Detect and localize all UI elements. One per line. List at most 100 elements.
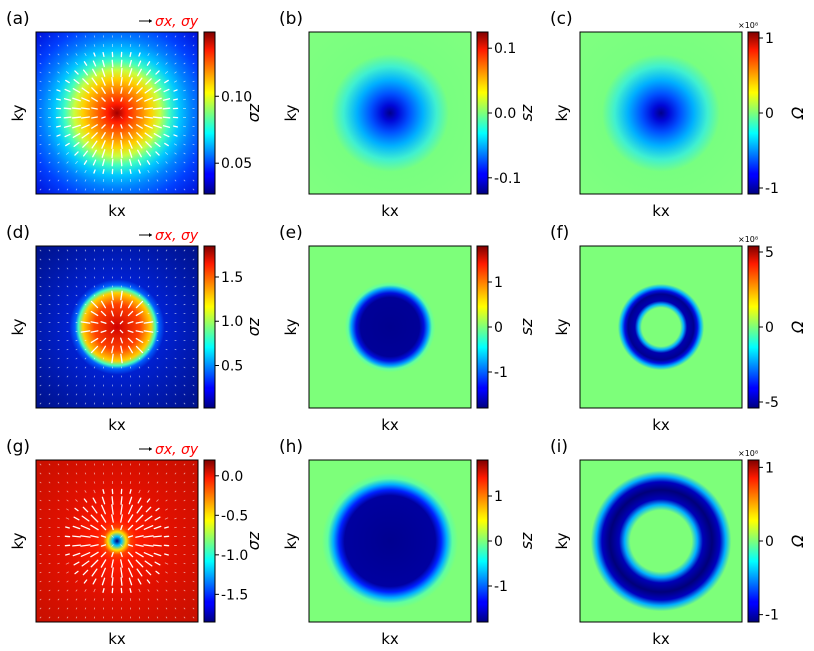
spin-arrow	[57, 258, 60, 261]
spin-arrow	[174, 499, 177, 502]
spin-arrow	[135, 310, 144, 317]
spin-arrow	[138, 169, 141, 174]
spin-arrow	[93, 169, 96, 174]
spin-arrow	[129, 169, 132, 174]
spin-arrow	[101, 97, 106, 102]
spin-arrow	[71, 116, 82, 119]
spin-arrow	[164, 553, 169, 556]
spin-arrow	[156, 170, 159, 173]
spin-arrow	[80, 330, 91, 333]
panel-label-h: (h)	[279, 437, 303, 457]
spin-arrow	[174, 53, 177, 56]
spin-arrow	[111, 116, 114, 119]
spin-arrow	[174, 589, 177, 592]
spin-arrow	[174, 258, 177, 261]
spin-arrow	[144, 560, 153, 567]
spin-arrow	[165, 53, 168, 56]
spin-arrow	[48, 170, 51, 173]
spin-arrow	[56, 125, 61, 128]
spin-arrow	[145, 69, 152, 76]
spin-arrow	[111, 300, 114, 309]
spin-arrow	[75, 384, 78, 387]
spin-arrow	[93, 598, 96, 601]
colorbar-label-d: σz	[244, 317, 263, 336]
spin-arrow	[39, 481, 42, 484]
spin-arrow	[72, 97, 81, 102]
spin-arrow	[75, 481, 78, 484]
spin-arrow	[120, 124, 123, 129]
colorbar-g	[203, 459, 216, 623]
spin-arrow	[120, 524, 123, 531]
spin-arrow	[165, 607, 168, 610]
spin-arrow	[165, 375, 168, 378]
spin-arrow	[93, 366, 96, 369]
spin-vectors-d	[39, 249, 195, 405]
colorbar-tick-label-f: 0	[765, 320, 774, 336]
colorbar-tick-label-e: 1	[494, 275, 503, 291]
spin-arrow	[183, 402, 186, 405]
spin-arrow	[39, 267, 42, 270]
spin-arrow	[75, 179, 78, 182]
spin-arrow	[143, 525, 154, 530]
spin-arrow	[174, 402, 177, 405]
spin-arrow	[48, 143, 51, 146]
spin-arrow	[183, 384, 186, 387]
spin-arrow	[165, 508, 168, 511]
spin-arrow	[48, 44, 51, 47]
spin-arrow	[164, 562, 169, 565]
spin-arrow	[165, 249, 168, 252]
spin-arrow	[66, 598, 69, 601]
spin-arrow	[66, 285, 69, 288]
spin-arrow	[144, 116, 153, 119]
panel-d: σx, σy (d) kx ky 1.5 1.0 0.5 σz	[6, 223, 263, 434]
spin-arrow	[72, 124, 81, 129]
spin-arrow	[100, 514, 107, 523]
spin-arrow	[147, 52, 150, 57]
spin-arrow	[128, 496, 133, 505]
spin-arrow	[174, 580, 177, 583]
spin-arrow	[111, 559, 114, 568]
spin-arrow	[155, 70, 160, 75]
colorbar-tick-label-b: 0.1	[494, 41, 516, 57]
spin-arrow	[155, 570, 160, 575]
colorbar-scale-c: ×10⁸	[738, 21, 758, 30]
colorbar-tick-label-d: 1.0	[221, 314, 243, 330]
spin-arrow	[127, 310, 134, 317]
spin-arrow	[137, 60, 142, 67]
y-axis-label-e: ky	[282, 318, 300, 335]
spin-arrow	[91, 107, 98, 110]
spin-arrow	[120, 107, 123, 110]
spin-arrow	[165, 285, 168, 288]
spin-arrow	[120, 59, 123, 68]
spin-arrow	[192, 188, 195, 191]
colorbar-tick-label-h: 1	[494, 489, 503, 505]
spin-arrow	[136, 97, 143, 102]
spin-arrow	[111, 77, 114, 86]
spin-arrow	[154, 516, 161, 521]
spin-arrow	[84, 607, 87, 610]
spin-arrow	[101, 68, 106, 77]
spin-arrow	[153, 525, 162, 530]
spin-arrow	[192, 580, 195, 583]
spin-arrow	[192, 463, 195, 466]
spin-arrow	[183, 580, 186, 583]
spin-arrow	[120, 496, 123, 505]
spin-arrow	[165, 170, 168, 173]
colorbar-tick-label-g: 0.0	[221, 469, 243, 485]
spin-arrow	[128, 132, 133, 139]
spin-arrow	[57, 357, 60, 360]
spin-arrow	[183, 366, 186, 369]
spin-arrow	[183, 472, 186, 475]
spin-arrow	[66, 179, 69, 182]
spin-arrow	[162, 98, 171, 101]
spin-arrow	[192, 366, 195, 369]
spin-arrow	[57, 393, 60, 396]
legend-label-d: σx, σy	[155, 228, 199, 244]
spin-arrow	[92, 159, 97, 166]
spin-arrow	[75, 580, 78, 583]
spin-arrow	[48, 267, 51, 270]
spin-arrow	[57, 598, 60, 601]
spin-arrow	[100, 310, 107, 317]
spin-arrow	[120, 290, 123, 301]
